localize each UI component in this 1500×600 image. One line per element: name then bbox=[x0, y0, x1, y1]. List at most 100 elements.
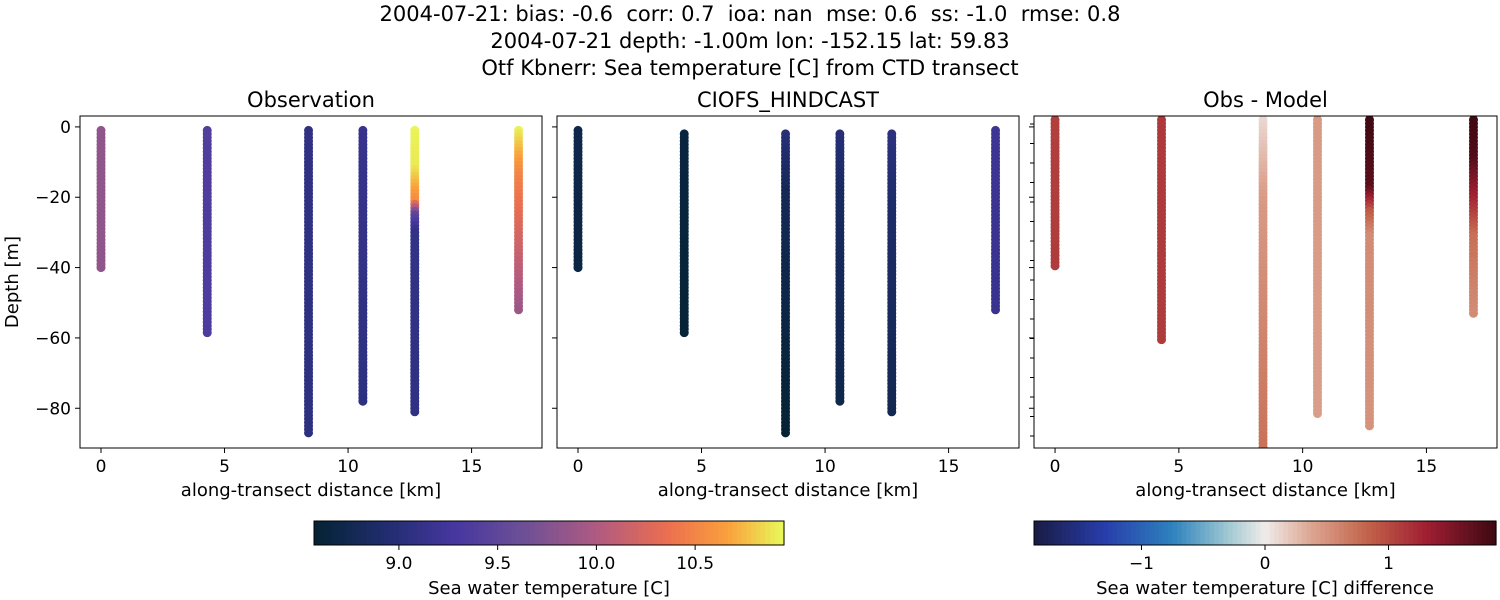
colorbar-tick-label: 10.0 bbox=[577, 554, 615, 574]
colorbar-swatch bbox=[436, 521, 442, 545]
colorbar-swatch bbox=[455, 521, 461, 545]
colorbar-swatch bbox=[1426, 521, 1432, 545]
colorbar-swatch bbox=[426, 521, 433, 545]
colorbar-swatch bbox=[464, 521, 470, 545]
colorbar-swatch bbox=[389, 521, 395, 545]
colorbar-swatch bbox=[727, 521, 733, 545]
data-point bbox=[1258, 442, 1268, 448]
panel-points bbox=[96, 125, 524, 438]
colorbar-tick-label: −1 bbox=[1129, 554, 1154, 574]
colorbar-swatch bbox=[624, 521, 630, 545]
colorbar-swatch bbox=[586, 521, 592, 545]
colorbar-swatch bbox=[337, 521, 343, 545]
colorbar-swatch bbox=[1246, 521, 1252, 545]
colorbar-swatch bbox=[1403, 521, 1409, 545]
x-tick-label: 0 bbox=[1050, 457, 1061, 477]
colorbar-swatch bbox=[1260, 521, 1266, 545]
colorbar-swatch bbox=[1228, 521, 1234, 545]
colorbar-swatch bbox=[1043, 521, 1049, 545]
cast-1 bbox=[96, 125, 106, 273]
colorbar-swatch bbox=[1463, 521, 1469, 545]
x-tick-label: 15 bbox=[938, 457, 960, 477]
colorbar-swatch bbox=[746, 521, 752, 545]
colorbar-tick-label: 1 bbox=[1383, 554, 1394, 574]
colorbar-swatch bbox=[502, 521, 508, 545]
colorbar-swatch bbox=[1112, 521, 1118, 545]
colorbar-tick-label: 9.5 bbox=[484, 554, 511, 574]
colorbar-swatch bbox=[1034, 521, 1040, 545]
colorbar-swatch bbox=[1200, 521, 1206, 545]
data-point bbox=[887, 407, 897, 417]
cast-5 bbox=[887, 129, 897, 417]
colorbar-swatch bbox=[765, 521, 771, 545]
cast-4 bbox=[358, 125, 368, 406]
data-point bbox=[781, 428, 791, 438]
colorbar-swatch bbox=[1177, 521, 1183, 545]
colorbar-swatch bbox=[572, 521, 578, 545]
colorbar-swatch bbox=[487, 521, 494, 545]
colorbar-swatch bbox=[1329, 521, 1335, 545]
colorbar-swatch bbox=[440, 521, 447, 545]
x-tick-label: 10 bbox=[814, 457, 836, 477]
data-point bbox=[679, 328, 689, 338]
colorbar-swatch bbox=[633, 521, 639, 545]
x-tick-label: 10 bbox=[1292, 457, 1314, 477]
colorbar-swatch bbox=[1144, 521, 1151, 545]
colorbar-swatch bbox=[605, 521, 611, 545]
colorbar-swatch bbox=[379, 521, 386, 545]
colorbar-swatch bbox=[1431, 521, 1437, 545]
colorbar-swatch bbox=[591, 521, 597, 545]
colorbar-swatch bbox=[553, 521, 559, 545]
colorbar-swatch bbox=[1468, 521, 1474, 545]
colorbar-swatch bbox=[516, 521, 522, 545]
colorbar-swatch bbox=[1094, 521, 1100, 545]
data-point bbox=[991, 305, 1001, 315]
colorbar-swatch bbox=[1362, 521, 1368, 545]
colorbar-swatch bbox=[1283, 521, 1289, 545]
data-point bbox=[1468, 308, 1478, 318]
colorbar-swatch bbox=[403, 521, 409, 545]
colorbar-swatch bbox=[741, 521, 747, 545]
colorbar-swatch bbox=[1338, 521, 1345, 545]
colorbar-swatch bbox=[1445, 521, 1451, 545]
colorbar-swatch bbox=[1408, 521, 1414, 545]
colorbar-swatch bbox=[1204, 521, 1211, 545]
colorbar-swatch bbox=[1288, 521, 1294, 545]
colorbar-swatch bbox=[506, 521, 512, 545]
y-tick-label: −60 bbox=[35, 329, 71, 349]
colorbar-swatch bbox=[1389, 521, 1395, 545]
colorbar-swatch bbox=[1038, 521, 1044, 545]
panel-frame bbox=[79, 115, 543, 449]
colorbar-swatch bbox=[483, 521, 489, 545]
colorbar-swatch bbox=[361, 521, 367, 545]
colorbar-swatch bbox=[1449, 521, 1456, 545]
colorbar-swatch bbox=[680, 521, 686, 545]
colorbar-swatch bbox=[1135, 521, 1141, 545]
colorbar-swatch bbox=[492, 521, 498, 545]
colorbar-swatch bbox=[1274, 521, 1280, 545]
colorbar-swatch bbox=[661, 521, 668, 545]
colorbar-swatch bbox=[1047, 521, 1054, 545]
colorbar-swatch bbox=[671, 521, 677, 545]
colorbar-swatch bbox=[1412, 521, 1419, 545]
colorbar-swatch bbox=[1385, 521, 1391, 545]
colorbar-swatch bbox=[1292, 521, 1298, 545]
colorbar-swatch bbox=[544, 521, 550, 545]
colorbar-swatch bbox=[1325, 521, 1331, 545]
colorbar-swatch bbox=[318, 521, 324, 545]
colorbar-swatch bbox=[755, 521, 762, 545]
data-point bbox=[573, 263, 583, 273]
colorbar-swatch bbox=[581, 521, 588, 545]
data-point bbox=[304, 428, 314, 438]
colorbar-swatch bbox=[530, 521, 536, 545]
colorbar-swatch bbox=[1223, 521, 1229, 545]
colorbar-swatch bbox=[774, 521, 780, 545]
cast-6 bbox=[1468, 116, 1478, 318]
colorbar-swatch bbox=[328, 521, 334, 545]
colorbar-swatch bbox=[1422, 521, 1428, 545]
figure-title-line-3: Otf Kbnerr: Sea temperature [C] from CTD… bbox=[481, 56, 1019, 80]
colorbar-swatch bbox=[1435, 521, 1442, 545]
cast-1 bbox=[573, 125, 583, 273]
colorbar-swatch bbox=[1366, 521, 1372, 545]
colorbar-swatch bbox=[1103, 521, 1109, 545]
